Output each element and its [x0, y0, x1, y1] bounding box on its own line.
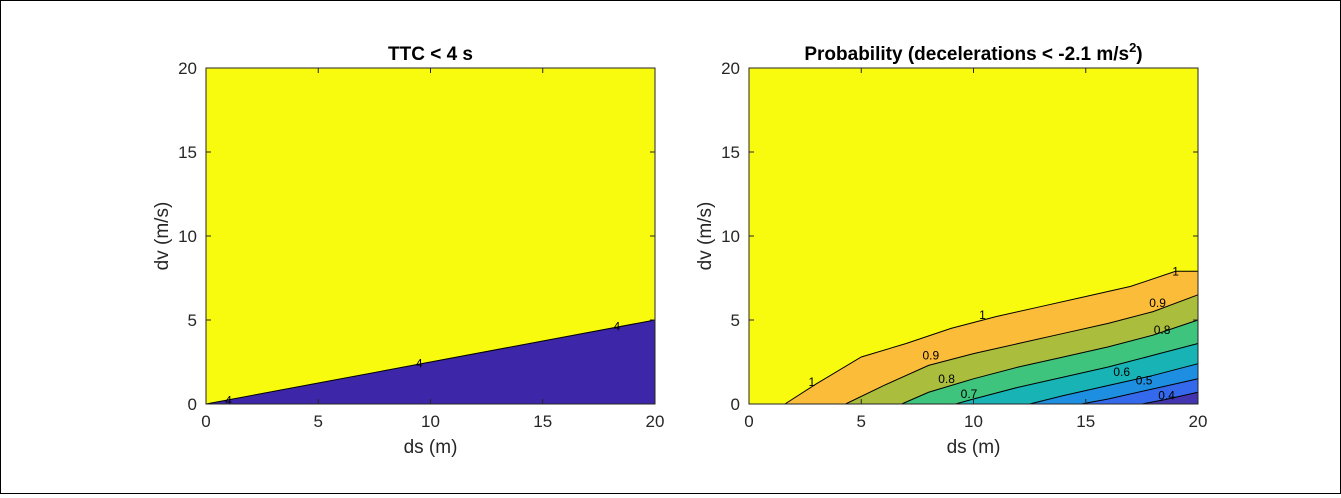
x-tick-label: 10 [964, 412, 983, 431]
contour-line-1 [784, 270, 1198, 405]
contour-label: 4 [613, 320, 620, 334]
x-tick-label: 15 [1076, 412, 1095, 431]
ttc-plot: 4 4 4 0 5 10 15 20 0 5 10 15 20 ds (m) dv (m/s) TTC < 4… [152, 44, 664, 458]
contour-label: 4 [416, 357, 423, 371]
contour-line-0-5 [1081, 378, 1199, 405]
contour-line-0-7 [955, 343, 1199, 405]
contour-line-4 [205, 319, 656, 405]
contour-label: 0.7 [961, 387, 978, 401]
contour-label: 0.9 [923, 348, 940, 362]
y-axis-label: dv (m/s) [152, 202, 173, 271]
plot-title-main: Probability (decelerations < -2.1 m/s [804, 44, 1129, 65]
y-axis-label: dv (m/s) [695, 202, 716, 271]
y-tick-label: 5 [188, 311, 197, 330]
y-tick-label: 5 [731, 311, 740, 330]
y-tick-label: 20 [721, 59, 740, 78]
x-axis-label: ds (m) [947, 437, 1001, 458]
contour-label: 4 [225, 394, 232, 408]
y-tick-label: 20 [178, 59, 197, 78]
contour-line-0-4 [1141, 391, 1199, 405]
contour-line-0-9 [845, 294, 1199, 405]
y-tick-label: 0 [188, 395, 197, 414]
x-tick-label: 0 [201, 412, 210, 431]
y-tick-label: 10 [721, 227, 740, 246]
contour-label: 0.9 [1149, 296, 1166, 310]
y-tick-label: 15 [178, 143, 197, 162]
plot-title-superscript: 2 [1129, 40, 1136, 55]
x-tick-label: 5 [314, 412, 323, 431]
contour-label: 0.8 [1154, 323, 1171, 337]
contour-line-0-8 [901, 319, 1199, 405]
x-axis-label: ds (m) [404, 437, 458, 458]
x-tick-label: 20 [1189, 412, 1208, 431]
x-tick-label: 0 [744, 412, 753, 431]
x-tick-label: 15 [533, 412, 552, 431]
probability-plot: 1 1 1 0.9 0.9 0.8 0.8 0.7 0.6 0.5 0.4 0 5 10 15 20 0 5 10 1… [695, 40, 1207, 458]
contour-label: 0.5 [1136, 373, 1153, 387]
contour-label: 0.4 [1158, 389, 1175, 403]
y-tick-label: 0 [731, 395, 740, 414]
x-tick-label: 10 [421, 412, 440, 431]
y-tick-label: 10 [178, 227, 197, 246]
contour-fill-0-5 [1081, 378, 1198, 404]
contour-line-0-6 [1029, 363, 1199, 405]
contour-fill-0-4 [1141, 392, 1198, 404]
y-tick-label: 15 [721, 143, 740, 162]
contour-label: 0.8 [938, 372, 955, 386]
plot-title: TTC < 4 s [388, 44, 473, 65]
contour-label: 1 [1172, 264, 1179, 278]
contour-label: 1 [979, 308, 986, 322]
x-tick-label: 20 [646, 412, 665, 431]
x-tick-label: 5 [857, 412, 866, 431]
contour-label: 1 [809, 375, 816, 389]
plot-title-end: ) [1136, 44, 1142, 65]
contour-label: 0.6 [1113, 365, 1130, 379]
plot-title: Probability (decelerations < -2.1 m/s2) [804, 40, 1142, 65]
